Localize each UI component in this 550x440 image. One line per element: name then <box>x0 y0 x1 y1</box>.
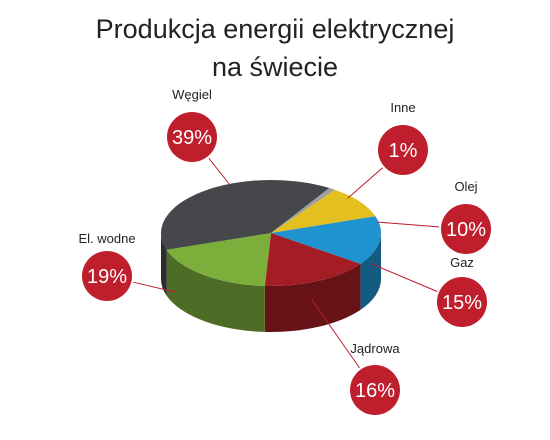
pie-sides <box>161 233 381 332</box>
category-label-jadrowa: Jądrowa <box>350 341 400 356</box>
leader-line-olej <box>376 221 440 228</box>
value-label-olej: 10% <box>446 219 486 241</box>
category-label-el-wodne: El. wodne <box>78 231 135 246</box>
value-label-gaz: 15% <box>442 292 482 314</box>
badge-circle-olej <box>441 204 491 254</box>
chart-title-line-2: na świecie <box>211 52 339 82</box>
badge-wegiel: 39% <box>167 112 217 162</box>
value-label-wegiel: 39% <box>172 127 212 149</box>
pie-slice-el-wodne <box>166 233 271 286</box>
badge-gaz: 15% <box>437 277 487 327</box>
value-badges: 1% 10% 15% 16% 19% 39% <box>82 112 491 415</box>
value-label-el-wodne: 19% <box>87 266 127 288</box>
pie-tops <box>161 180 381 286</box>
category-label-wegiel: Węgiel <box>172 87 212 102</box>
leader-lines <box>133 157 440 369</box>
leader-line-el-wodne <box>133 281 176 293</box>
badge-circle-inne <box>378 125 428 175</box>
leader-line-inne <box>347 167 383 199</box>
badge-olej: 10% <box>441 204 491 254</box>
value-label-jadrowa: 16% <box>355 380 395 402</box>
leader-line-wegiel <box>208 157 231 186</box>
pie-slice-jadrowa <box>264 233 361 286</box>
pie-side-jadrowa <box>264 263 361 332</box>
category-label-gaz: Gaz <box>450 255 474 270</box>
leader-line-jadrowa <box>311 299 360 369</box>
chart-title-line-1: Produkcja energii elektrycznej <box>95 14 455 44</box>
category-labels: Inne Olej Gaz Jądrowa El. wodne Węgiel <box>78 87 477 356</box>
badge-circle-el-wodne <box>82 251 132 301</box>
category-label-olej: Olej <box>454 179 477 194</box>
value-label-inne: 1% <box>389 140 418 162</box>
pie-slice-gaz <box>271 216 381 264</box>
badge-circle-wegiel <box>167 112 217 162</box>
pie-slice-inne <box>271 188 336 233</box>
pie-slice-olej <box>271 189 376 233</box>
badge-inne: 1% <box>378 125 428 175</box>
leader-line-gaz <box>371 263 438 292</box>
pie-side-el-wodne <box>166 249 265 332</box>
badge-circle-jadrowa <box>350 365 400 415</box>
pie-side-gaz <box>360 233 381 310</box>
badge-el-wodne: 19% <box>82 251 132 301</box>
pie-side-wegiel <box>161 233 167 296</box>
category-label-inne: Inne <box>390 100 415 115</box>
chart-title: Produkcja energii elektrycznej na świeci… <box>0 10 550 86</box>
pie-slice-wegiel <box>161 180 330 250</box>
badge-circle-gaz <box>437 277 487 327</box>
badge-jadrowa: 16% <box>350 365 400 415</box>
